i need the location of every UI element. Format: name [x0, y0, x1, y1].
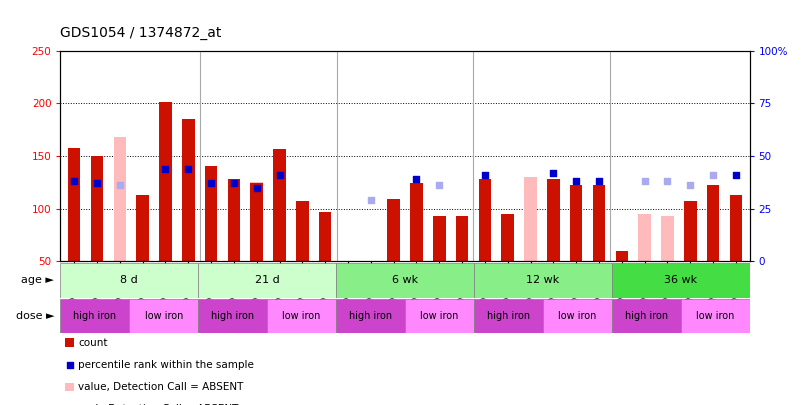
Bar [729, 195, 742, 261]
Point [250, 184, 263, 191]
Text: GDS1054 / 1374872_at: GDS1054 / 1374872_at [60, 26, 222, 40]
Text: 8 d: 8 d [120, 275, 139, 286]
Point [547, 170, 560, 176]
Bar [570, 185, 583, 261]
Bar [319, 212, 331, 261]
Bar [251, 183, 263, 261]
Text: high iron: high iron [487, 311, 530, 321]
Point [638, 178, 651, 184]
Bar [410, 183, 422, 261]
Text: 6 wk: 6 wk [392, 275, 418, 286]
Bar [479, 179, 491, 261]
Text: low iron: low iron [282, 311, 321, 321]
Bar [543, 299, 612, 333]
Text: low iron: low iron [420, 311, 459, 321]
Bar [661, 216, 674, 261]
Text: count: count [78, 338, 108, 347]
Text: low iron: low iron [558, 311, 596, 321]
Point [661, 178, 674, 184]
Text: high iron: high iron [73, 311, 117, 321]
Bar [91, 156, 103, 261]
Text: percentile rank within the sample: percentile rank within the sample [78, 360, 254, 370]
Bar [68, 147, 81, 261]
Point [90, 180, 103, 187]
Text: low iron: low iron [696, 311, 734, 321]
Bar [205, 166, 218, 261]
Bar [547, 179, 559, 261]
Point [63, 362, 76, 368]
Bar [501, 214, 514, 261]
Bar [405, 299, 474, 333]
Bar [60, 299, 129, 333]
Point [227, 180, 240, 187]
Bar [474, 263, 612, 298]
Bar [227, 179, 240, 261]
Bar [336, 299, 405, 333]
Bar [296, 201, 309, 261]
Bar [612, 263, 750, 298]
Bar [474, 299, 543, 333]
Bar [273, 165, 286, 261]
Bar [433, 216, 446, 261]
Text: 12 wk: 12 wk [526, 275, 559, 286]
Bar [182, 119, 194, 261]
Bar [65, 383, 74, 391]
Point [182, 165, 195, 172]
Point [273, 172, 286, 178]
Bar [136, 195, 149, 261]
Bar [616, 251, 628, 261]
Bar [684, 201, 696, 261]
Bar [251, 182, 263, 261]
Bar [129, 299, 198, 333]
Bar [612, 299, 680, 333]
Point [410, 176, 423, 182]
Bar [707, 185, 719, 261]
Bar [268, 299, 336, 333]
Point [479, 172, 492, 178]
Bar [65, 339, 74, 347]
Bar [707, 188, 719, 261]
Point [364, 197, 377, 203]
Text: dose ►: dose ► [15, 311, 54, 321]
Text: low iron: low iron [144, 311, 183, 321]
Point [729, 172, 742, 178]
Point [205, 180, 218, 187]
Point [114, 182, 127, 189]
Text: high iron: high iron [625, 311, 668, 321]
Point [570, 178, 583, 184]
Text: age ►: age ► [21, 275, 54, 286]
Point [707, 172, 720, 178]
Bar [524, 177, 537, 261]
Bar [680, 299, 750, 333]
Bar [455, 216, 468, 261]
Point [159, 165, 172, 172]
Bar [60, 263, 198, 298]
Bar [388, 199, 400, 261]
Bar [114, 137, 126, 261]
Point [68, 178, 81, 184]
Bar [198, 263, 336, 298]
Point [433, 182, 446, 189]
Bar [684, 228, 696, 261]
Bar [198, 299, 267, 333]
Bar [273, 149, 286, 261]
Bar [592, 185, 605, 261]
Text: 21 d: 21 d [255, 275, 280, 286]
Text: 36 wk: 36 wk [664, 275, 697, 286]
Text: high iron: high iron [211, 311, 255, 321]
Point [683, 182, 696, 189]
Point [592, 178, 605, 184]
Text: high iron: high iron [349, 311, 393, 321]
Bar [638, 214, 651, 261]
Bar [159, 102, 172, 261]
Text: value, Detection Call = ABSENT: value, Detection Call = ABSENT [78, 382, 243, 392]
Bar [336, 263, 474, 298]
